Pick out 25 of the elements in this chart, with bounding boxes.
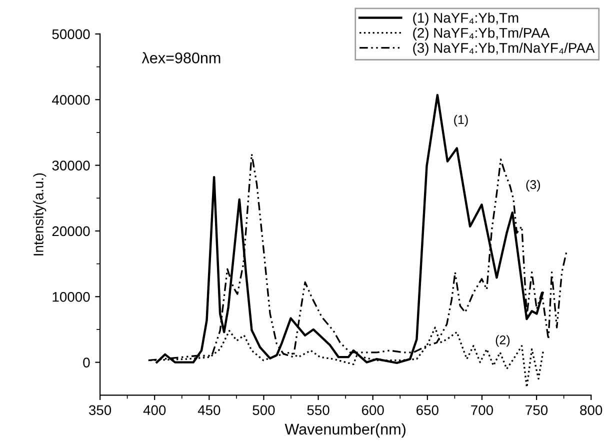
y-tick-label: 20000 [52, 226, 90, 236]
x-tick-label: 650 [416, 405, 438, 416]
x-tick-label: 750 [526, 405, 548, 416]
x-tick-label: 400 [143, 405, 166, 416]
x-tick-label: 350 [88, 405, 112, 416]
legend-label: (3) NaYF₄:Yb,Tm/NaYF₄/PAA [413, 42, 595, 56]
x-axis-title: Wavenumber(nm) [284, 423, 406, 438]
x-tick-label: 700 [471, 405, 494, 416]
x-tick-label: 450 [198, 405, 220, 416]
annotation: (3) [526, 180, 540, 192]
x-tick-label: 550 [307, 405, 330, 416]
x-tick-label: 500 [252, 405, 275, 416]
x-tick-label: 600 [362, 405, 384, 416]
annotation: λex=980nm [142, 52, 220, 64]
legend-label: (2) NaYF₄:Yb,Tm/PAA [413, 28, 550, 41]
annotation: (2) [496, 335, 510, 347]
y-axis-title: Intensity(a.u.) [33, 173, 46, 256]
annotation: (1) [454, 114, 468, 126]
y-tick-label: 30000 [52, 160, 90, 170]
y-tick-label: 50000 [52, 29, 90, 40]
x-tick-label: 800 [580, 405, 602, 416]
legend-label: (1) NaYF₄:Yb,Tm [413, 12, 518, 26]
y-tick-label: 10000 [52, 292, 90, 302]
y-tick-label: 0 [83, 358, 90, 368]
y-tick-label: 40000 [52, 94, 90, 105]
